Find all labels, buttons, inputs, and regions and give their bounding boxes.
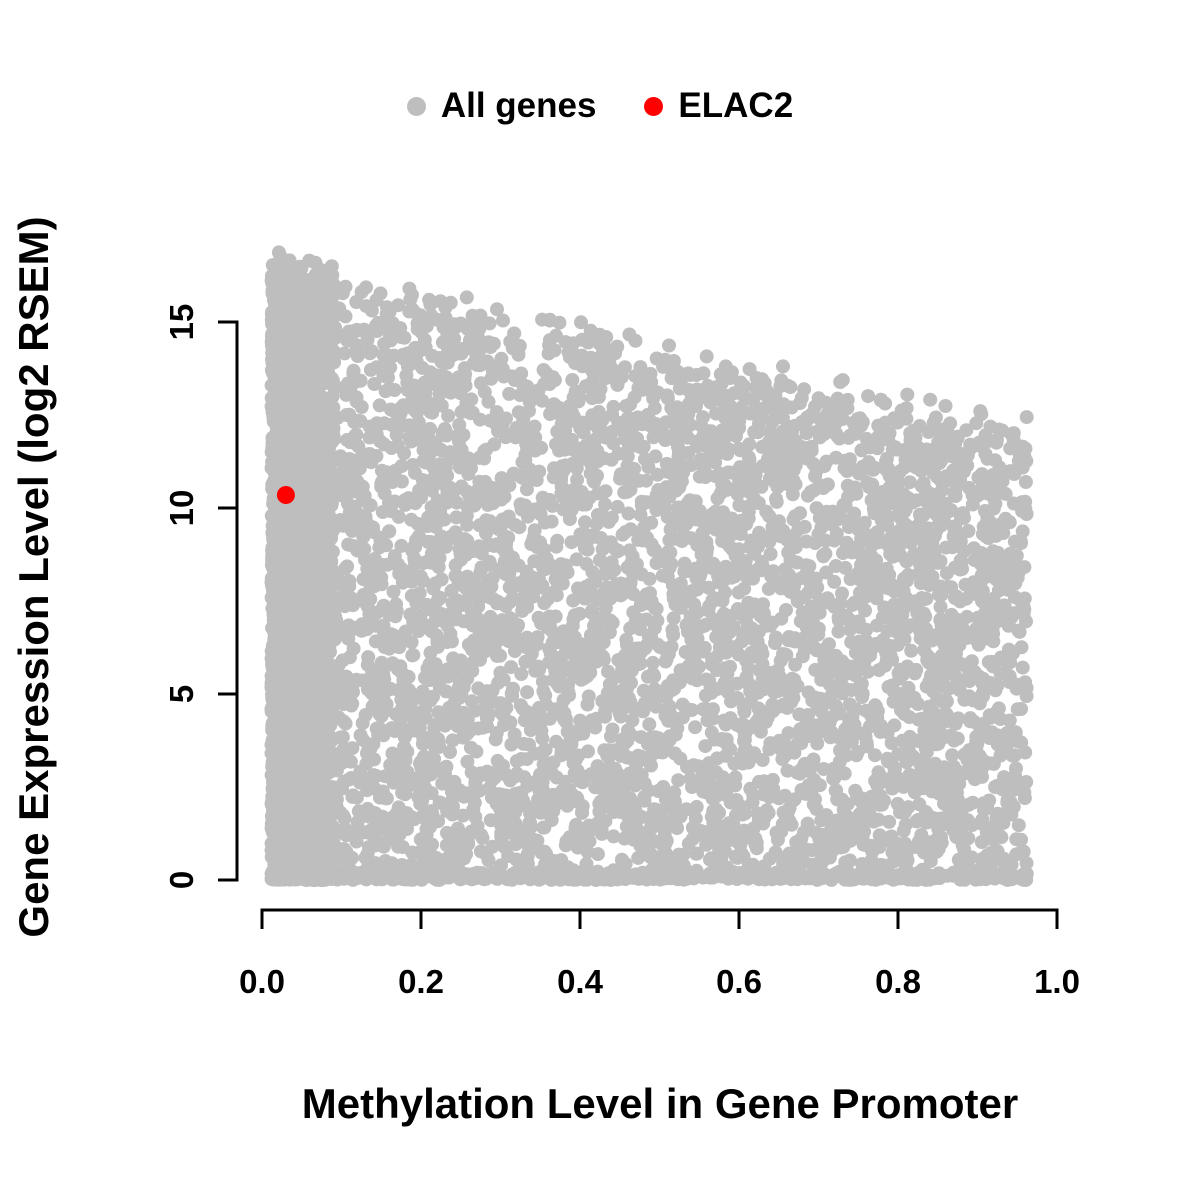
legend-item-all-genes: All genes bbox=[406, 86, 597, 126]
elac2-dot-icon bbox=[644, 96, 664, 116]
highlight-points bbox=[276, 486, 295, 504]
legend-item-elac2: ELAC2 bbox=[644, 86, 793, 126]
elac2-point bbox=[276, 486, 295, 504]
legend-label-all-genes: All genes bbox=[440, 86, 597, 125]
all-genes-dot-icon bbox=[406, 96, 426, 116]
x-axis: 0.0 0.2 0.4 0.6 0.8 1.0 bbox=[239, 908, 1080, 1000]
x-axis-label: Methylation Level in Gene Promoter bbox=[302, 1080, 1018, 1127]
legend-label-elac2: ELAC2 bbox=[678, 86, 794, 125]
y-axis-label: Gene Expression Level (log2 RSEM) bbox=[10, 216, 57, 937]
scatter-cloud bbox=[264, 245, 1034, 887]
legend: All genes ELAC2 bbox=[0, 86, 1200, 126]
